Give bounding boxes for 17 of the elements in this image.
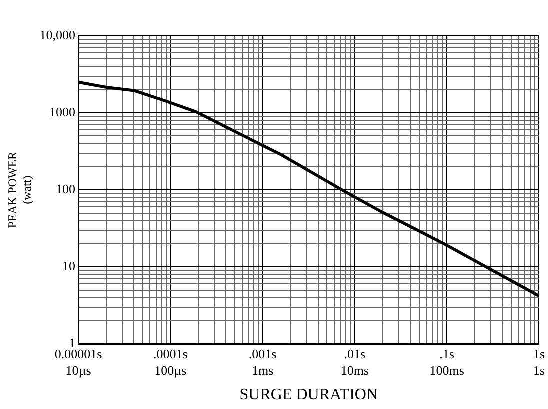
x-tick-label: 1s bbox=[533, 346, 545, 362]
y-tick-label: 10 bbox=[62, 258, 76, 274]
x-tick-label: .0001s bbox=[154, 346, 188, 362]
text: 1ms bbox=[252, 363, 274, 378]
x-axis-title: SURGE DURATION bbox=[240, 386, 378, 404]
text: 100µs bbox=[154, 363, 187, 378]
text: 10ms bbox=[340, 363, 370, 378]
x-tick-label: .001s bbox=[248, 346, 277, 362]
y-tick-label: 100 bbox=[56, 182, 76, 197]
text: 100ms bbox=[430, 363, 464, 378]
x-tick-label: .01s bbox=[344, 346, 366, 362]
text: 1s bbox=[533, 363, 545, 378]
y-axis-title: PEAK POWER (watt) bbox=[5, 152, 34, 228]
text: 10µs bbox=[66, 363, 92, 378]
y-tick-label: 1000 bbox=[50, 104, 76, 120]
x-tick-label: .1s bbox=[440, 346, 454, 362]
y-tick-label: 10,000 bbox=[40, 27, 76, 42]
